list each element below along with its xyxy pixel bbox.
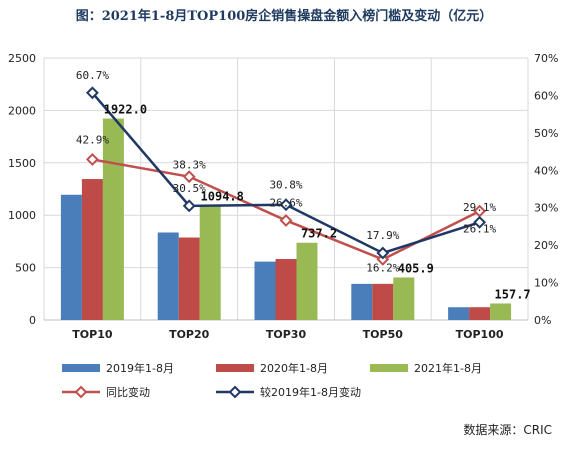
line-value-label: 30.8% (269, 179, 302, 192)
y2-tick-label: 40% (534, 164, 558, 177)
y2-tick-label: 30% (534, 202, 558, 215)
line-value-label: 38.3% (173, 159, 206, 172)
bar (296, 242, 318, 320)
line-value-label: 29.1% (463, 201, 496, 214)
legend-label: 2021年1-8月 (414, 361, 482, 375)
y2-tick-label: 20% (534, 239, 558, 252)
line-value-label: 30.5% (173, 182, 206, 195)
y-tick-label: 1000 (8, 209, 36, 222)
legend-marker (228, 385, 242, 399)
x-axis: TOP10 TOP20 TOP30 TOP50 TOP100 (72, 328, 504, 341)
data-labels: 1922.0 1094.8 737.2 405.9 157.7 42.9% 38.3% 26.… (76, 69, 531, 302)
bar-value-label: 737.2 (301, 227, 337, 241)
line-marker (182, 170, 196, 184)
line-marker (279, 214, 293, 227)
line-series (85, 86, 487, 266)
line-marker (279, 198, 293, 212)
line-marker (473, 215, 487, 229)
y2-tick-label: 60% (534, 89, 558, 102)
legend-swatch (216, 364, 254, 372)
y2-tick-label: 0% (534, 314, 551, 327)
y2-tick-label: 50% (534, 127, 558, 140)
legend-label: 2020年1-8月 (260, 361, 328, 375)
bar (393, 277, 415, 320)
source-note: 数据来源：CRIC (463, 422, 552, 437)
legend-marker (74, 385, 88, 399)
category-label: TOP20 (169, 328, 210, 341)
y-axis-left: 0 500 1000 1500 2000 2500 (8, 52, 36, 327)
bar (178, 237, 200, 320)
bar-value-label: 1094.8 (201, 189, 244, 203)
category-label: TOP100 (456, 328, 504, 341)
line-marker (376, 246, 390, 260)
y-tick-label: 2500 (8, 52, 36, 65)
line-value-label: 26.1% (463, 222, 496, 235)
line-marker (182, 199, 196, 213)
bar (60, 194, 82, 320)
bar (469, 307, 491, 320)
bar (81, 179, 103, 320)
line-value-label: 16.2% (366, 261, 399, 274)
category-label: TOP50 (363, 328, 404, 341)
legend-item: 2020年1-8月 (216, 361, 328, 375)
category-label: TOP30 (266, 328, 307, 341)
chart-title: 图：2021年1-8月TOP100房企销售操盘金额入榜门槛及变动（亿元） (76, 8, 493, 24)
line-value-label: 60.7% (76, 69, 109, 82)
bar (351, 283, 373, 320)
y-axis-right: 0% 10% 20% 30% 40% 50% 60% 70% (534, 52, 558, 327)
legend-label: 同比变动 (106, 385, 150, 399)
bar (102, 118, 124, 320)
bar (448, 307, 470, 320)
bar-value-label: 1922.0 (104, 103, 147, 117)
line-value-label: 42.9% (76, 133, 109, 146)
category-label: TOP10 (72, 328, 113, 341)
bar-value-label: 157.7 (495, 287, 531, 301)
bar (157, 232, 179, 320)
bar-series (60, 118, 512, 320)
line-value-label: 17.9% (366, 229, 399, 242)
series-line (91, 91, 480, 255)
line-marker (85, 86, 99, 100)
y-tick-label: 2000 (8, 104, 36, 117)
legend-label: 较2019年1-8月变动 (260, 385, 361, 399)
legend-item: 同比变动 (62, 385, 150, 399)
legend-swatch (370, 364, 408, 372)
legend-item: 较2019年1-8月变动 (216, 385, 361, 399)
y2-tick-label: 10% (534, 277, 558, 290)
legend-label: 2019年1-8月 (106, 361, 174, 375)
line-marker (85, 153, 99, 166)
legend-item: 2021年1-8月 (370, 361, 482, 375)
legend-item: 2019年1-8月 (62, 361, 174, 375)
y-tick-label: 500 (15, 262, 36, 275)
bar (275, 259, 297, 320)
y2-tick-label: 70% (534, 52, 558, 65)
y-tick-label: 1500 (8, 157, 36, 170)
y-tick-label: 0 (29, 314, 36, 327)
bar (199, 205, 221, 320)
bar (490, 303, 512, 320)
bar (254, 261, 276, 320)
legend-swatch (62, 364, 100, 372)
bar (372, 283, 394, 320)
line-value-label: 26.6% (269, 196, 302, 209)
bar-value-label: 405.9 (398, 261, 434, 275)
